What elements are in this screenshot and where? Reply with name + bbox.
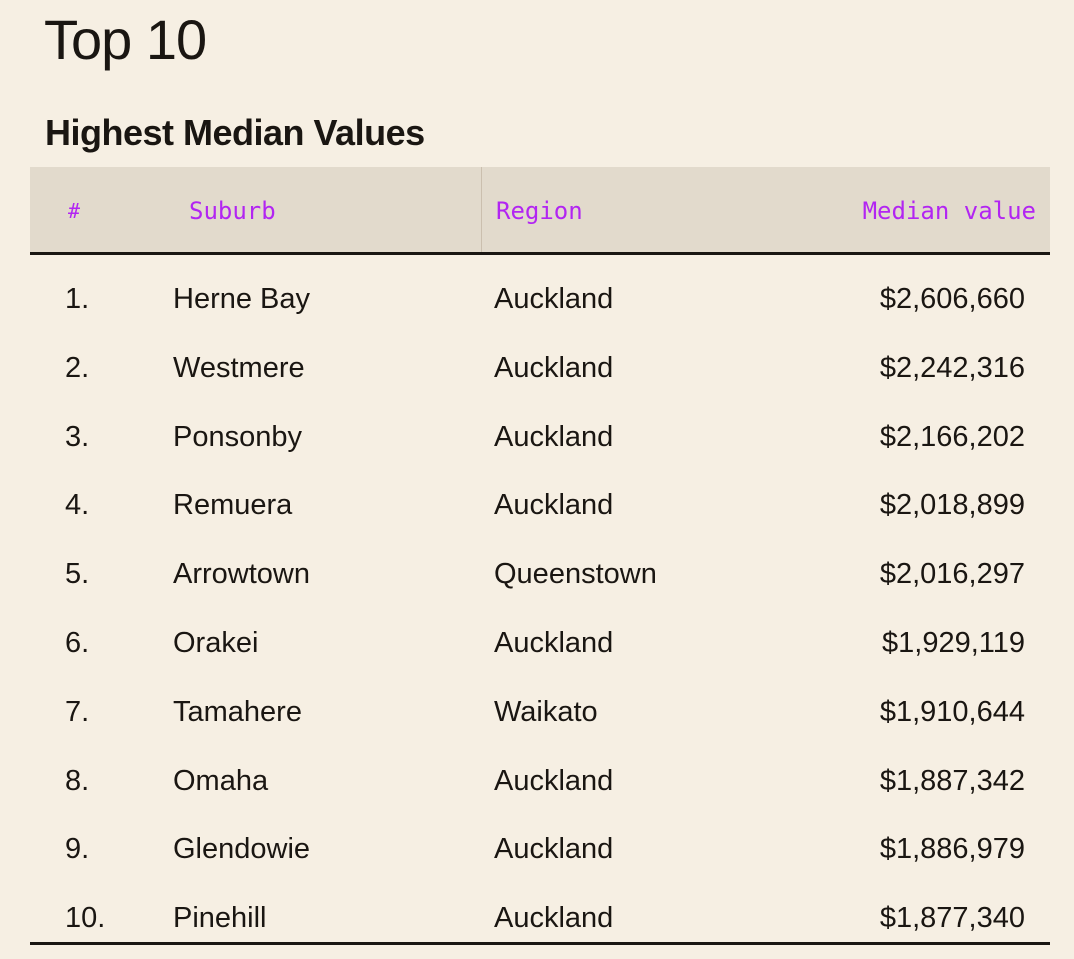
row-suburb: Arrowtown (173, 558, 310, 591)
column-header-region: Region (496, 197, 583, 225)
row-suburb: Glendowie (173, 833, 311, 866)
row-rank: 9. (65, 833, 90, 866)
row-suburb: Remuera (173, 489, 293, 522)
table-body: 1. Herne Bay Auckland $2,606,660 2. West… (30, 255, 1050, 946)
table-row: 9. Glendowie Auckland $1,886,979 (30, 815, 1050, 884)
row-rank: 2. (65, 351, 90, 384)
row-suburb: Westmere (173, 351, 305, 384)
row-median-value: $1,929,119 (882, 626, 1025, 659)
table-row: 6. Orakei Auckland $1,929,119 (30, 609, 1050, 678)
row-suburb: Pinehill (173, 902, 267, 935)
row-median-value: $1,910,644 (879, 695, 1025, 728)
row-median-value: $2,242,316 (879, 351, 1025, 384)
row-median-value: $1,877,340 (879, 902, 1025, 935)
row-region: Auckland (494, 283, 614, 315)
row-region: Queenstown (494, 558, 657, 591)
row-median-value: $2,606,660 (879, 283, 1025, 315)
table-title: Highest Median Values (45, 112, 425, 153)
row-suburb: Orakei (173, 626, 259, 659)
page-title: Top 10 (44, 8, 207, 71)
row-region: Auckland (494, 351, 614, 384)
row-rank: 10. (65, 902, 106, 935)
row-median-value: $2,018,899 (879, 489, 1025, 522)
row-suburb: Tamahere (173, 695, 302, 728)
table-row: 10. Pinehill Auckland $1,877,340 (30, 884, 1050, 942)
row-rank: 3. (65, 420, 90, 453)
median-values-table: # Suburb Region Median value 1. Herne Ba… (30, 167, 1050, 946)
row-rank: 6. (65, 626, 90, 659)
row-rank: 8. (65, 764, 90, 797)
table-row: 7. Tamahere Waikato $1,910,644 (30, 678, 1050, 747)
row-median-value: $2,166,202 (879, 420, 1025, 453)
table-row: 8. Omaha Auckland $1,887,342 (30, 747, 1050, 816)
table-row: 5. Arrowtown Queenstown $2,016,297 (30, 540, 1050, 609)
column-divider (481, 167, 482, 252)
row-region: Auckland (494, 833, 614, 866)
row-suburb: Omaha (173, 764, 269, 797)
row-region: Auckland (494, 902, 614, 935)
column-header-suburb: Suburb (189, 197, 276, 225)
table-header: # Suburb Region Median value (30, 167, 1050, 255)
row-rank: 1. (65, 283, 90, 315)
row-median-value: $1,886,979 (879, 833, 1025, 866)
row-median-value: $1,887,342 (879, 764, 1025, 797)
row-suburb: Ponsonby (173, 420, 302, 453)
row-region: Auckland (494, 764, 614, 797)
row-region: Waikato (494, 695, 598, 728)
table-row: 2. Westmere Auckland $2,242,316 (30, 334, 1050, 403)
column-header-rank: # (68, 199, 81, 223)
row-rank: 7. (65, 695, 90, 728)
column-header-median-value: Median value (862, 197, 1036, 225)
table-row: 4. Remuera Auckland $2,018,899 (30, 471, 1050, 540)
row-rank: 5. (65, 558, 90, 591)
row-median-value: $2,016,297 (879, 558, 1025, 591)
row-suburb: Herne Bay (173, 283, 311, 315)
row-rank: 4. (65, 489, 90, 522)
table-row: 1. Herne Bay Auckland $2,606,660 (30, 265, 1050, 334)
row-region: Auckland (494, 489, 614, 522)
row-region: Auckland (494, 626, 614, 659)
row-region: Auckland (494, 420, 614, 453)
table-row: 3. Ponsonby Auckland $2,166,202 (30, 403, 1050, 472)
